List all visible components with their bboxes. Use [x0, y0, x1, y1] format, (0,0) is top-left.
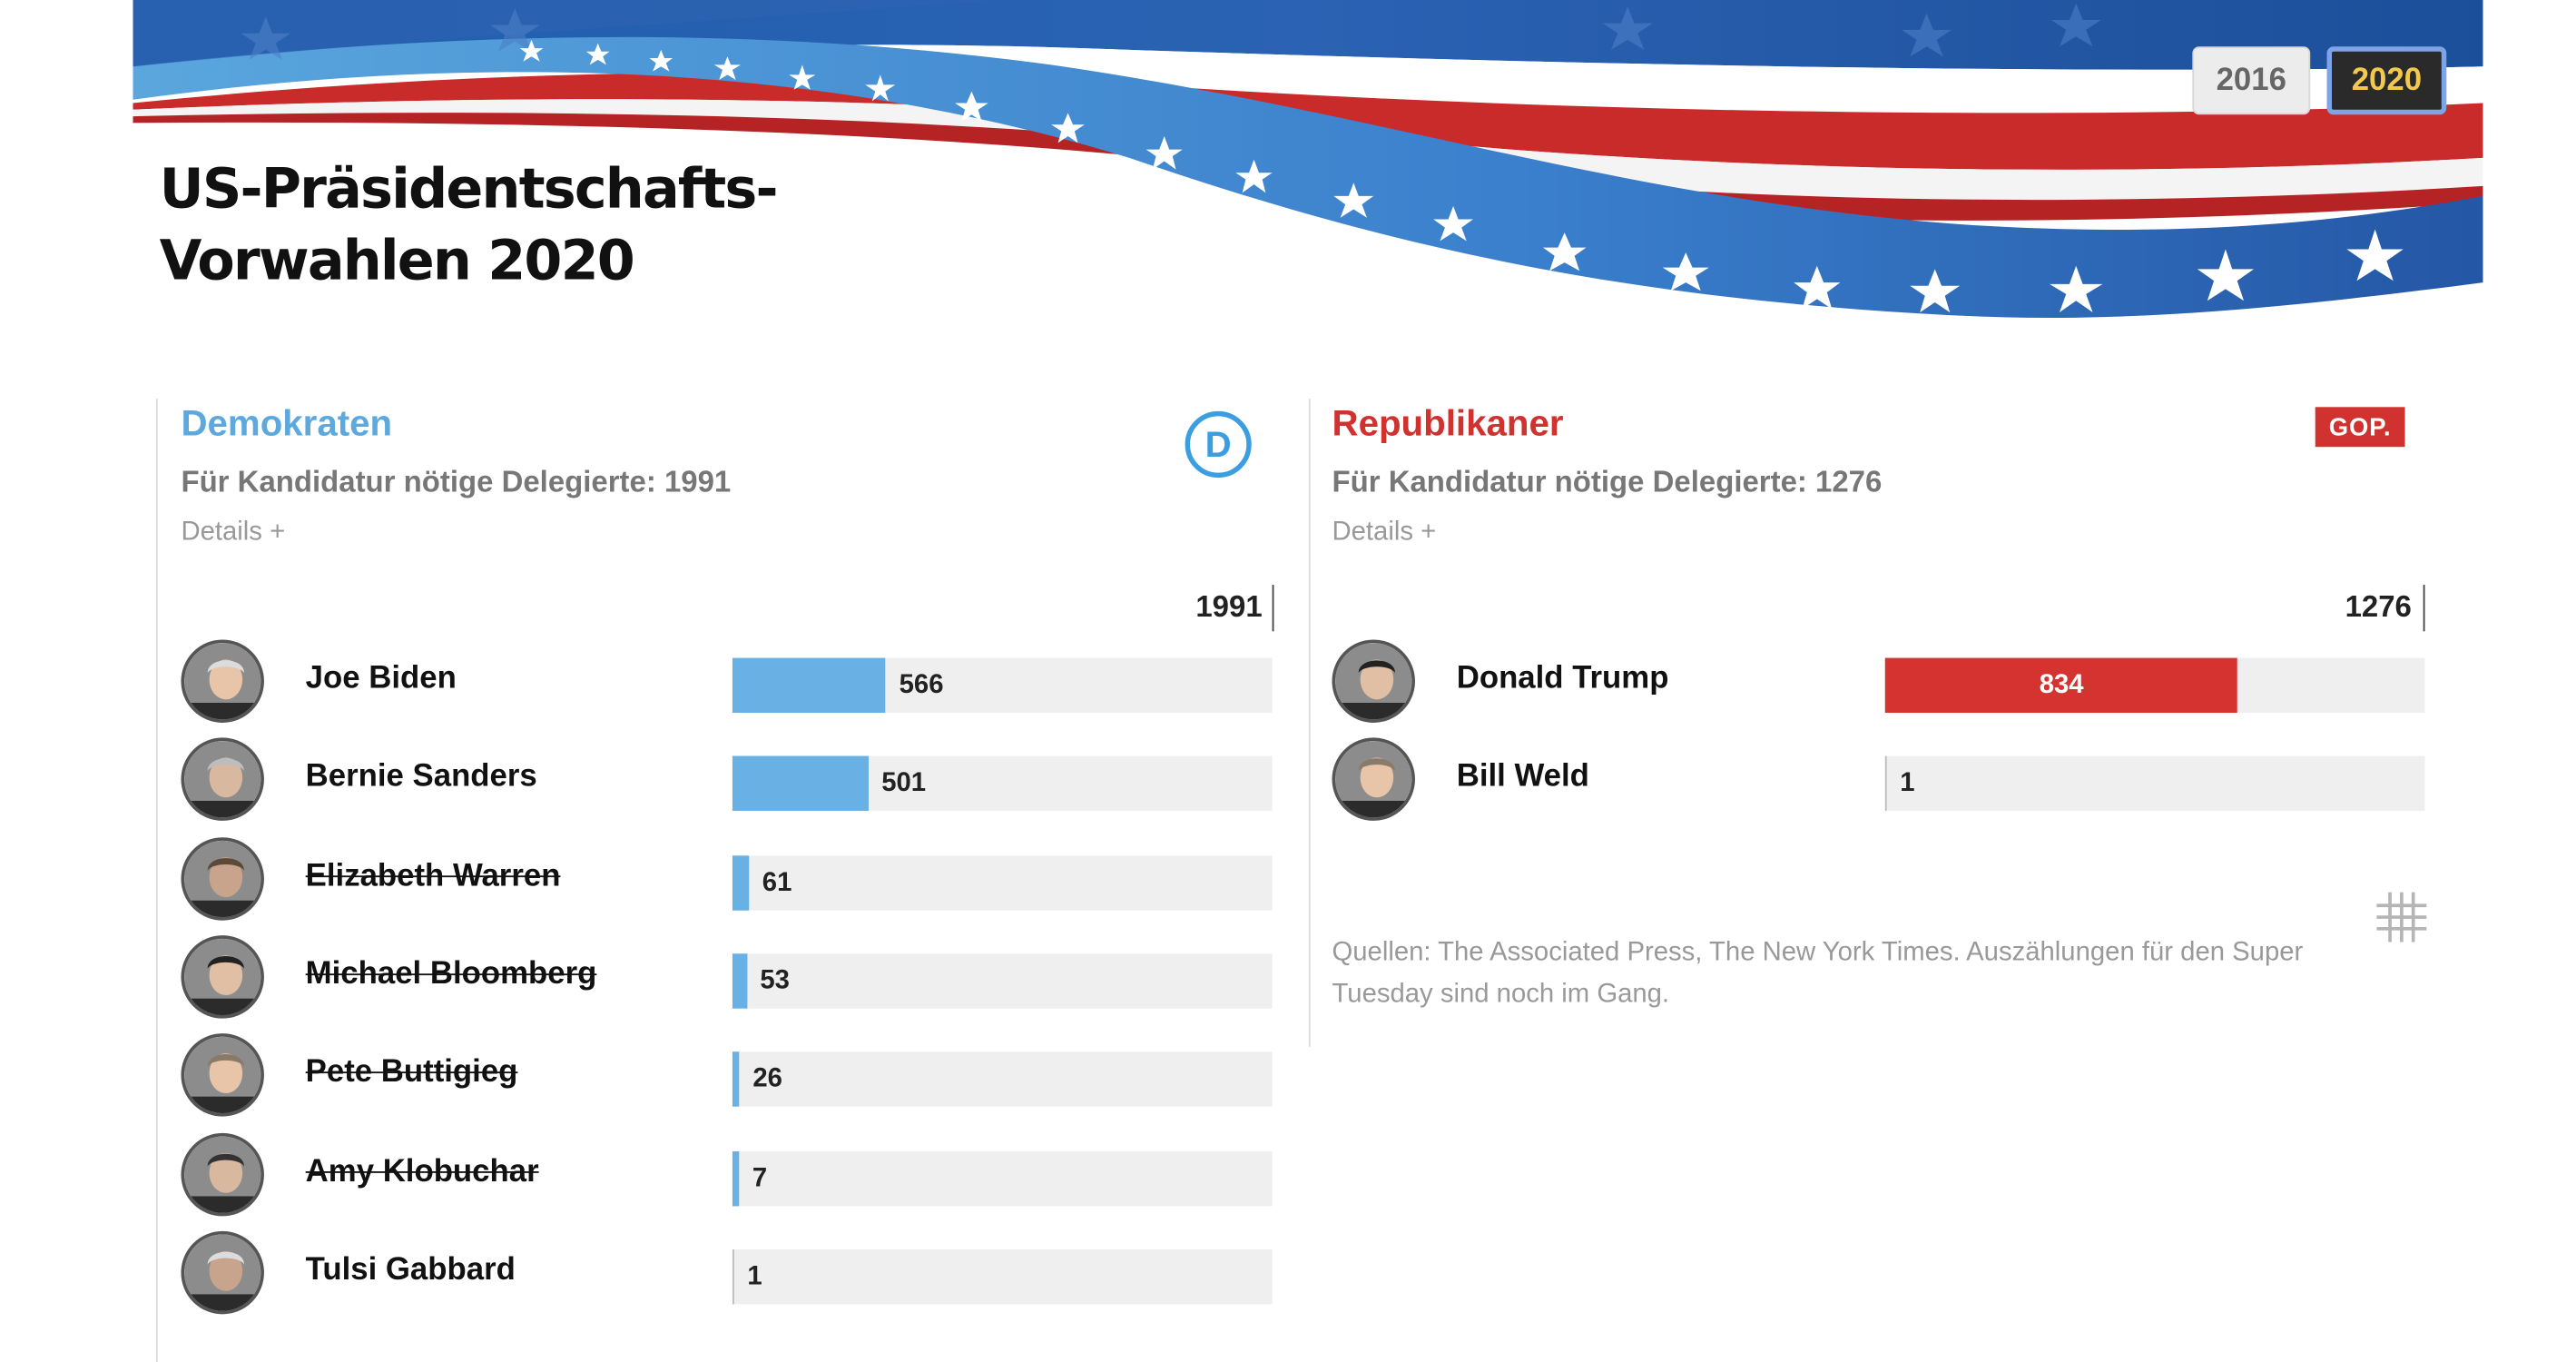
democrats-title: Demokraten: [181, 401, 393, 444]
year-button-2020[interactable]: 2020: [2326, 46, 2447, 115]
delegate-count: 7: [752, 1163, 768, 1192]
delegate-bar-fill: [732, 854, 750, 910]
grid-icon[interactable]: [2374, 889, 2430, 945]
flag-banner: [133, 0, 2483, 332]
candidate-photo: [184, 741, 261, 818]
candidate-name: Bill Weld: [1456, 759, 1589, 795]
candidate-photo: [184, 643, 261, 720]
candidate-avatar: [1332, 639, 1415, 723]
delegate-count: 26: [752, 1065, 782, 1094]
candidate-name: Elizabeth Warren: [305, 858, 561, 893]
democrats-needed-label: Für Kandidatur nötige Delegierte: 1991: [181, 465, 732, 498]
candidate-photo: [184, 840, 261, 917]
candidate-photo: [184, 1234, 261, 1311]
left-column-divider: [156, 399, 158, 1362]
delegate-bar-track: 1: [732, 1248, 1273, 1305]
delegate-bar-track: 61: [732, 854, 1273, 910]
candidate-photo: [1335, 741, 1412, 818]
candidate-name: Joe Biden: [305, 661, 457, 696]
flag-wave-graphic: [133, 0, 2483, 319]
republicans-needed-label: Für Kandidatur nötige Delegierte: 1276: [1332, 465, 1883, 498]
candidate-photo: [1335, 643, 1412, 720]
page-title: US-Präsidentschafts- Vorwahlen 2020: [160, 153, 858, 295]
delegate-bar-fill: [1884, 657, 2238, 713]
delegate-count: 501: [881, 769, 927, 798]
delegate-count: 566: [899, 671, 944, 700]
background-stars: [241, 3, 2101, 60]
candidate-name: Amy Klobuchar: [305, 1153, 539, 1189]
candidate-name: Pete Buttigieg: [305, 1055, 518, 1091]
candidate-avatar: [1332, 737, 1415, 822]
svg-text:D: D: [1205, 424, 1232, 465]
delegate-bar-track: 26: [732, 1051, 1273, 1107]
sources-note: Quellen: The Associated Press, The New Y…: [1332, 938, 2304, 1009]
delegate-bar-track: 834: [1884, 657, 2425, 713]
wave-stars: [519, 39, 2404, 313]
candidate-photo: [184, 1037, 261, 1114]
republicans-details-link[interactable]: Details +: [1332, 518, 1437, 548]
year-button-2016[interactable]: 2016: [2192, 46, 2311, 115]
democrats-threshold-label: 1991: [1195, 589, 1263, 624]
democrats-details-link[interactable]: Details +: [181, 518, 286, 548]
candidate-avatar: [181, 639, 264, 723]
delegate-count: 53: [760, 966, 790, 995]
candidate-avatar: [181, 934, 264, 1019]
candidate-avatar: [181, 1033, 264, 1117]
candidate-avatar: [181, 836, 264, 920]
candidate-name: Michael Bloomberg: [305, 956, 597, 992]
delegate-count: 1: [747, 1262, 762, 1291]
title-line-2: Vorwahlen 2020: [159, 227, 635, 293]
republicans-threshold-label: 1276: [2345, 589, 2412, 624]
delegate-bar-fill: [732, 1150, 740, 1206]
delegate-bar-track: 53: [732, 953, 1273, 1009]
delegate-bar-track: 1: [1884, 756, 2425, 812]
candidate-name: Bernie Sanders: [305, 759, 537, 795]
delegate-bar-track: 501: [732, 756, 1273, 812]
gop-logo-icon: GOP.: [2315, 407, 2405, 448]
democratic-party-logo-icon: D: [1185, 410, 1252, 479]
center-column-divider: [1308, 399, 1311, 1047]
republicans-threshold-line: [2423, 585, 2425, 632]
title-line-1: US-Präsidentschafts-: [159, 156, 779, 222]
candidate-photo: [184, 938, 261, 1015]
bar-baseline: [1884, 756, 1887, 812]
delegate-bar-fill: [732, 953, 747, 1009]
candidate-photo: [184, 1135, 261, 1212]
candidate-name: Tulsi Gabbard: [305, 1252, 516, 1288]
delegate-bar-fill: [732, 657, 886, 713]
democrats-threshold-line: [1272, 585, 1274, 632]
bar-baseline: [732, 1248, 734, 1305]
delegate-count: 1: [1900, 769, 1915, 798]
delegate-count: 61: [762, 868, 792, 897]
delegate-bar-track: 566: [732, 657, 1273, 713]
republicans-title: Republikaner: [1332, 401, 1564, 444]
delegate-count: 834: [2039, 671, 2084, 700]
candidate-name: Donald Trump: [1456, 661, 1669, 696]
candidate-avatar: [181, 1132, 264, 1216]
delegate-bar-track: 7: [732, 1150, 1273, 1206]
delegate-bar-fill: [732, 1051, 740, 1107]
candidate-avatar: [181, 1230, 264, 1314]
delegate-bar-fill: [732, 756, 869, 812]
candidate-avatar: [181, 737, 264, 822]
